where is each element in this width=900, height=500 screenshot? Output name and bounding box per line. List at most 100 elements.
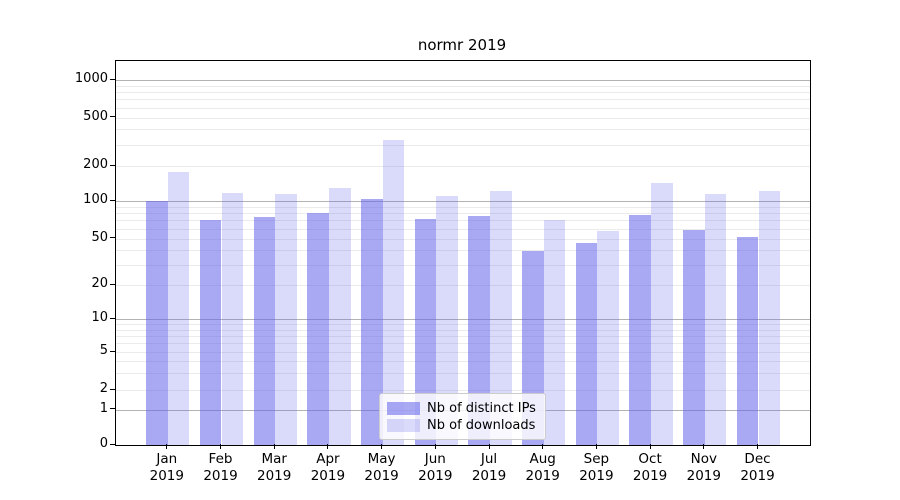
x-tick-mark <box>595 444 597 449</box>
y-tick-label: 0 <box>99 436 108 451</box>
x-tick-year: 2019 <box>471 468 507 484</box>
x-tick-year: 2019 <box>632 468 668 484</box>
x-tick-mark <box>488 444 490 449</box>
x-tick-label: Jul 2019 <box>472 451 506 485</box>
legend-item: Nb of downloads <box>387 417 537 434</box>
minor-gridline <box>116 343 810 345</box>
minor-gridline <box>116 264 810 266</box>
legend-label: Nb of downloads <box>427 418 536 433</box>
bar <box>199 220 222 445</box>
bar <box>360 198 383 445</box>
minor-gridline <box>116 206 810 208</box>
minor-gridline <box>116 285 810 286</box>
minor-gridline <box>116 107 810 109</box>
x-tick-label: Feb 2019 <box>203 451 237 485</box>
x-tick-mark <box>703 444 705 449</box>
x-tick-mark <box>381 444 383 449</box>
x-tick-mark <box>273 444 275 449</box>
x-tick-month: Oct <box>638 451 662 467</box>
bar <box>221 193 244 445</box>
bar <box>253 216 276 445</box>
major-gridline <box>116 319 810 320</box>
y-tick-mark <box>110 199 115 201</box>
minor-gridline <box>116 129 810 131</box>
minor-gridline <box>116 213 810 215</box>
x-tick-year: 2019 <box>686 468 721 484</box>
x-tick-year: 2019 <box>257 468 292 484</box>
legend-item: Nb of distinct IPs <box>387 400 537 417</box>
bar <box>307 213 329 445</box>
x-tick-month: Aug <box>529 451 556 467</box>
bar <box>146 201 168 445</box>
plot-area: Nb of distinct IPs Nb of downloads <box>115 60 811 446</box>
x-tick-mark <box>166 444 168 449</box>
bar <box>436 196 458 445</box>
x-tick-month: Sep <box>583 451 610 467</box>
y-tick-mark <box>110 237 115 239</box>
x-tick-label: Jun 2019 <box>418 451 452 485</box>
x-tick-year: 2019 <box>525 468 560 484</box>
minor-gridline <box>116 352 810 353</box>
x-tick-label: Nov 2019 <box>687 451 721 485</box>
y-tick-mark <box>110 317 115 319</box>
x-tick-label: Aug 2019 <box>526 451 560 485</box>
bar <box>167 171 190 445</box>
minor-gridline <box>116 85 810 87</box>
x-tick-month: Jun <box>424 451 446 467</box>
y-tick-label: 1 <box>99 400 108 416</box>
x-tick-label: Oct 2019 <box>633 451 667 485</box>
bar <box>468 215 490 445</box>
y-tick-mark <box>110 116 115 118</box>
minor-gridline <box>116 361 810 363</box>
legend-swatch <box>387 402 420 415</box>
x-tick-label: Apr 2019 <box>311 451 345 485</box>
bar <box>575 242 598 445</box>
bar <box>328 188 351 445</box>
x-tick-label: Sep 2019 <box>579 451 613 485</box>
bar <box>736 236 759 445</box>
y-tick-label: 200 <box>83 157 108 172</box>
x-tick-label: May 2019 <box>364 451 398 485</box>
y-tick-label: 50 <box>91 229 108 245</box>
legend: Nb of distinct IPs Nb of downloads <box>379 393 546 440</box>
major-gridline <box>116 80 810 81</box>
x-tick-year: 2019 <box>310 468 346 484</box>
y-tick-label: 2 <box>99 381 108 397</box>
minor-gridline <box>116 335 810 337</box>
minor-gridline <box>116 390 810 392</box>
y-tick-mark <box>110 443 115 445</box>
bar <box>651 183 673 445</box>
chart-title: normr 2019 <box>417 36 507 54</box>
x-tick-mark <box>327 444 329 449</box>
x-tick-month: Nov <box>690 451 717 467</box>
minor-gridline <box>116 238 810 240</box>
x-tick-mark <box>649 444 651 449</box>
bar <box>683 229 705 445</box>
bar <box>629 214 652 445</box>
bar <box>414 218 437 445</box>
bar <box>275 193 297 445</box>
y-tick-label: 500 <box>83 108 108 124</box>
x-tick-label: Mar 2019 <box>257 451 291 485</box>
minor-gridline <box>116 144 810 146</box>
y-tick-mark <box>110 164 115 166</box>
x-tick-year: 2019 <box>203 468 238 484</box>
y-tick-mark <box>110 350 115 352</box>
legend-swatch <box>387 419 420 432</box>
x-tick-month: Jan <box>156 451 178 467</box>
minor-gridline <box>116 220 810 222</box>
bar <box>543 220 566 445</box>
y-tick-mark <box>110 283 115 285</box>
bar <box>704 193 727 445</box>
x-tick-label: Jan 2019 <box>150 451 184 485</box>
y-tick-label: 1000 <box>74 71 108 86</box>
major-gridline <box>116 201 810 202</box>
x-tick-month: Mar <box>261 451 287 467</box>
x-tick-mark <box>542 444 544 449</box>
x-tick-mark <box>757 444 758 449</box>
minor-gridline <box>116 373 810 375</box>
x-tick-month: Feb <box>208 451 233 467</box>
minor-gridline <box>116 92 810 94</box>
bar <box>490 190 512 445</box>
